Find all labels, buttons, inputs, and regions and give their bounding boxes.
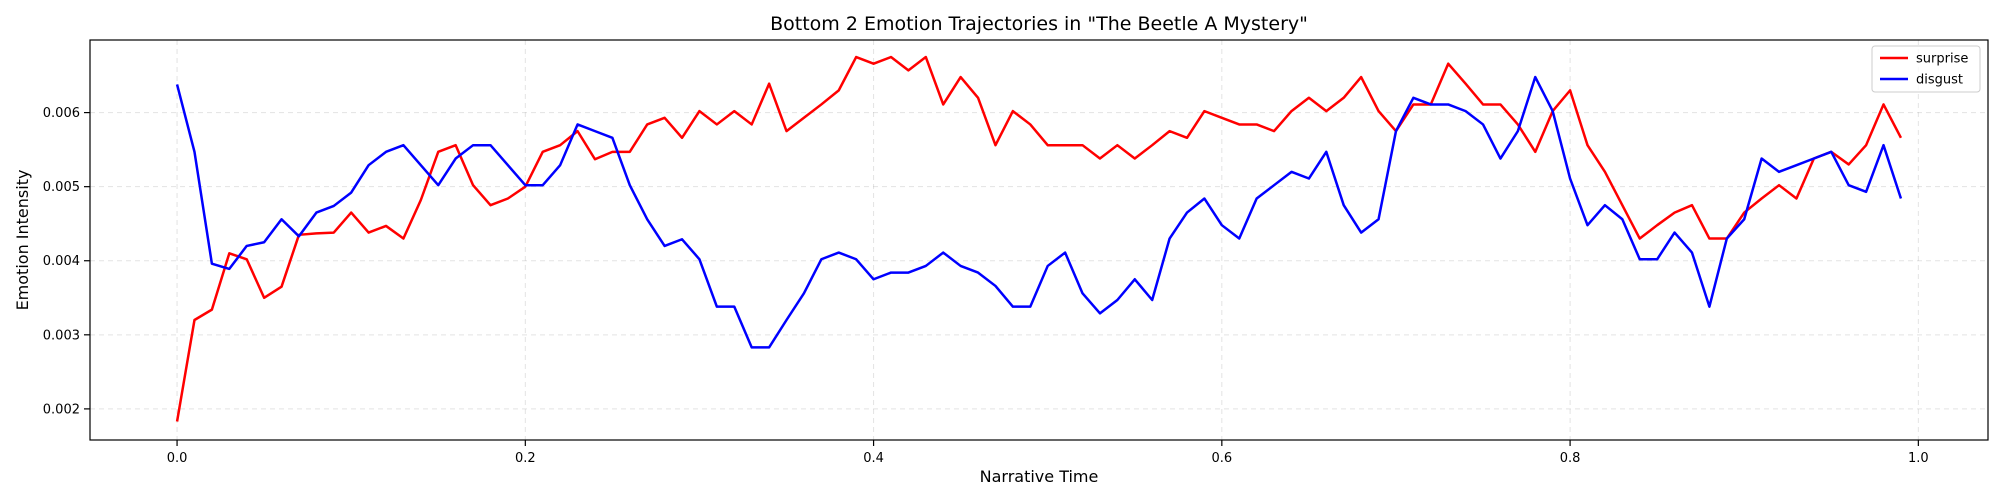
y-tick-label: 0.004 — [43, 254, 80, 269]
y-axis-label: Emotion Intensity — [13, 170, 32, 311]
x-tick-label: 0.4 — [863, 451, 884, 466]
x-tick-label: 0.8 — [1560, 451, 1581, 466]
x-axis-ticks: 0.0 0.2 0.4 0.6 0.8 1.0 — [167, 440, 1929, 466]
x-tick-label: 0.6 — [1211, 451, 1232, 466]
chart-title: Bottom 2 Emotion Trajectories in "The Be… — [770, 13, 1308, 35]
series-line-surprise — [175, 55, 1903, 422]
series-line-disgust — [175, 75, 1903, 349]
legend: surprise disgust — [1871, 45, 1981, 93]
y-tick-label: 0.002 — [43, 402, 80, 417]
y-tick-label: 0.005 — [43, 180, 80, 195]
x-tick-label: 0.0 — [167, 451, 188, 466]
y-axis-ticks: 0.002 0.003 0.004 0.005 0.006 — [43, 106, 90, 417]
grid — [90, 40, 1988, 440]
x-tick-label: 0.2 — [515, 451, 536, 466]
series-lines — [175, 55, 1903, 422]
x-tick-label: 1.0 — [1908, 451, 1929, 466]
legend-label-surprise: surprise — [1916, 52, 1968, 67]
y-tick-label: 0.006 — [43, 106, 80, 121]
legend-label-disgust: disgust — [1916, 73, 1963, 88]
plot-area-frame — [89, 39, 1989, 441]
x-axis-label: Narrative Time — [980, 467, 1099, 486]
y-tick-label: 0.003 — [43, 328, 80, 343]
